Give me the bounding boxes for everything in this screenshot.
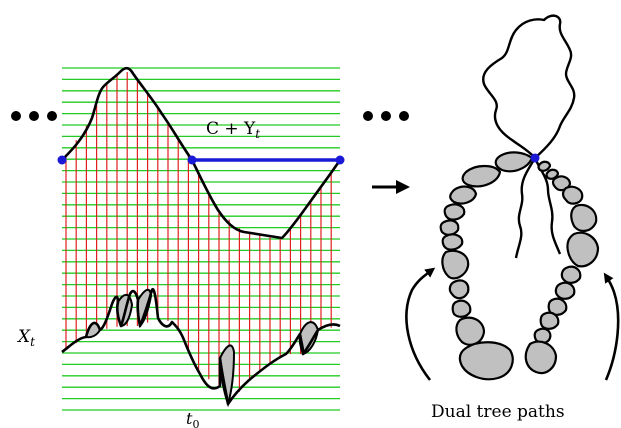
dual-tree-caption: Dual tree paths [431, 402, 565, 422]
three-dots-icon [11, 111, 57, 121]
upper-curve [61, 66, 342, 240]
c-plus-y-label: C + Yt [206, 119, 260, 141]
t0-label: t0 [186, 409, 199, 428]
strand-right [533, 157, 562, 255]
horizontal-grid-lines [62, 67, 340, 411]
upper-loop [482, 14, 576, 159]
curved-arrow-right-icon [603, 272, 620, 381]
blue-point-right [335, 155, 345, 165]
vertical-red-lines [65, 72, 332, 403]
x-t-label: Xt [16, 327, 35, 349]
pivot-point [530, 153, 540, 163]
three-dots-icon [363, 111, 409, 121]
blue-point-left [57, 155, 67, 165]
lower-curve [61, 287, 341, 406]
curved-arrow-left-icon [405, 267, 436, 381]
blue-point-middle [187, 155, 197, 165]
left-blob-chain [439, 151, 534, 381]
right-panel: Dual tree paths [405, 14, 620, 422]
right-arrow-icon [372, 180, 410, 194]
left-panel: C + Yt Xt t0 [11, 66, 409, 428]
strand-left [514, 157, 537, 259]
right-blob-chain [524, 160, 600, 375]
